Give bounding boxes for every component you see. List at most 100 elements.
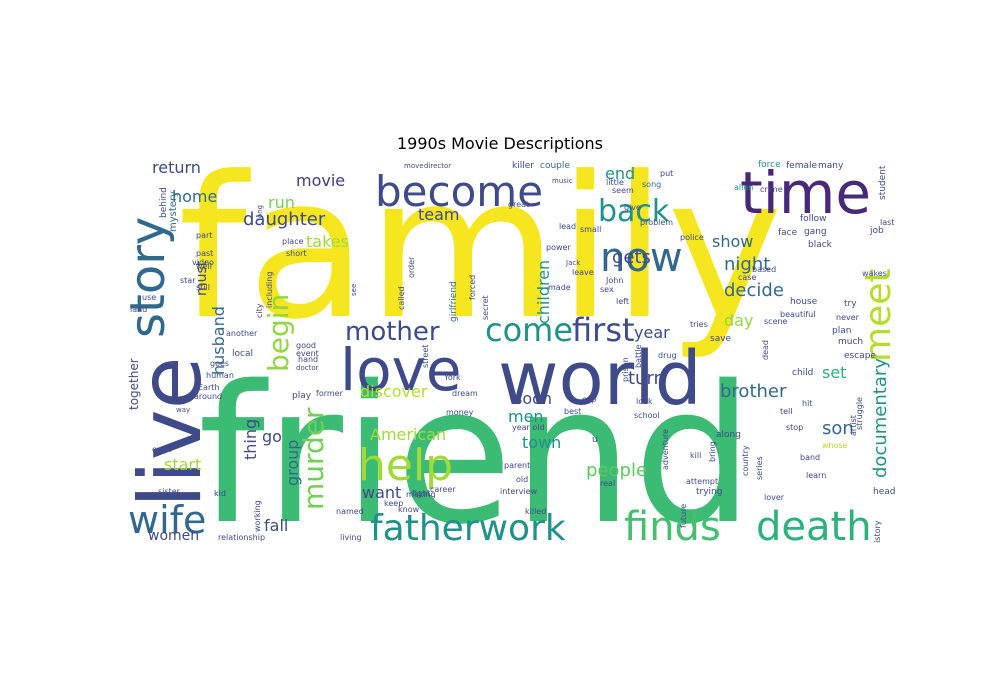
- word-song: song: [642, 180, 661, 189]
- word-behind: behind: [159, 187, 169, 218]
- word-dead: dead: [761, 340, 770, 360]
- word-discover: discover: [360, 382, 428, 401]
- word-tries: tries: [690, 320, 708, 329]
- word-good: good: [296, 341, 316, 350]
- word-kid: kid: [214, 489, 226, 498]
- word-want: want: [362, 483, 401, 502]
- word-killer: killer: [512, 161, 534, 171]
- word-city: city: [255, 303, 264, 318]
- word-murder: murder: [297, 407, 330, 510]
- word-jack: Jack: [565, 259, 581, 267]
- word-john: John: [605, 276, 623, 285]
- word-struggle: struggle: [855, 397, 864, 430]
- word-land: land: [130, 305, 147, 314]
- word-husband: husband: [209, 306, 228, 375]
- word-beautiful: beautiful: [780, 310, 815, 319]
- word-around: around: [194, 392, 222, 401]
- word-york: York: [443, 373, 461, 382]
- word-show: show: [712, 232, 753, 251]
- word-gets: gets: [612, 247, 651, 268]
- word-doctor: doctor: [296, 364, 319, 372]
- word-place: place: [282, 237, 304, 246]
- word-forced: forced: [468, 275, 477, 300]
- word-career: career: [430, 485, 456, 494]
- word-short: short: [286, 249, 307, 258]
- word-first: first: [572, 311, 635, 349]
- word-police: police: [680, 233, 704, 242]
- word-making: making: [406, 490, 436, 499]
- word-part: part: [196, 231, 212, 240]
- word-girlfriend: girlfriend: [449, 281, 459, 322]
- word-working: working: [253, 500, 262, 532]
- word-together: together: [127, 358, 141, 410]
- word-evil: evil: [168, 397, 182, 406]
- word-including: including: [265, 272, 274, 308]
- word-learn: learn: [806, 471, 826, 480]
- word-whose: whose: [822, 441, 848, 450]
- word-lover: lover: [764, 493, 785, 502]
- word-meet: meet: [858, 269, 896, 362]
- word-star: star: [180, 276, 196, 285]
- word-local: local: [232, 349, 253, 359]
- word-order: order: [407, 256, 416, 278]
- word-earth: Earth: [198, 383, 219, 392]
- word-video: video: [192, 258, 214, 267]
- word-parent: parent: [504, 461, 530, 470]
- word-begin: begin: [262, 294, 295, 372]
- word-sister: sister: [158, 487, 181, 496]
- word-wife: wife: [128, 498, 206, 542]
- word-try: try: [844, 299, 857, 309]
- word-country: country: [741, 445, 750, 476]
- word-small: small: [580, 225, 601, 234]
- word-never: never: [836, 313, 860, 322]
- word-series: series: [755, 456, 764, 480]
- word-son: son: [822, 418, 854, 439]
- word-leave: leave: [572, 268, 594, 277]
- word-come: come: [485, 311, 573, 349]
- word-help: help: [358, 440, 453, 491]
- word-trying: trying: [696, 487, 722, 497]
- word-finds: finds: [624, 504, 721, 543]
- word-story: story: [125, 217, 176, 338]
- word-friend: friend: [198, 345, 754, 543]
- word-soon: soon: [514, 389, 552, 408]
- word-battle: battle: [634, 345, 643, 368]
- word-go: go: [262, 427, 282, 446]
- word-sex: sex: [600, 285, 614, 294]
- word-follow: follow: [800, 214, 827, 224]
- word-left: left: [616, 297, 629, 306]
- word-women: women: [148, 528, 199, 543]
- word-plan: plan: [832, 326, 851, 336]
- word-time: time: [740, 160, 871, 227]
- word-start: start: [164, 455, 201, 474]
- word-director: director: [424, 162, 451, 170]
- word-stop: stop: [786, 423, 803, 432]
- word-thing: thing: [241, 419, 260, 460]
- word-killed: killed: [525, 507, 546, 516]
- word-escape: escape: [844, 351, 876, 361]
- word-town: town: [522, 433, 561, 452]
- word-prison: prison: [621, 357, 630, 382]
- word-human: human: [206, 371, 234, 380]
- word-history: history: [873, 520, 882, 543]
- word-last: last: [880, 218, 894, 227]
- word-event: event: [296, 349, 319, 358]
- word-turn: turn: [628, 368, 665, 389]
- word-keep: keep: [384, 499, 403, 508]
- word-takes: takes: [306, 232, 349, 251]
- word-bring: bring: [708, 441, 717, 462]
- word-great: great: [508, 200, 529, 209]
- word-return: return: [152, 160, 201, 177]
- word-seem: seem: [612, 186, 634, 195]
- word-live: live: [125, 356, 221, 508]
- word-u: u: [592, 435, 598, 445]
- word-attempt: attempt: [686, 477, 718, 486]
- word-fight: fight: [412, 489, 430, 498]
- word-family: family: [178, 160, 783, 363]
- word-gang: gang: [804, 227, 827, 237]
- chart-title: 1990s Movie Descriptions: [396, 134, 604, 153]
- word-mystery: mystery: [168, 191, 179, 232]
- word-best: best: [564, 407, 581, 416]
- word-group: group: [283, 440, 302, 486]
